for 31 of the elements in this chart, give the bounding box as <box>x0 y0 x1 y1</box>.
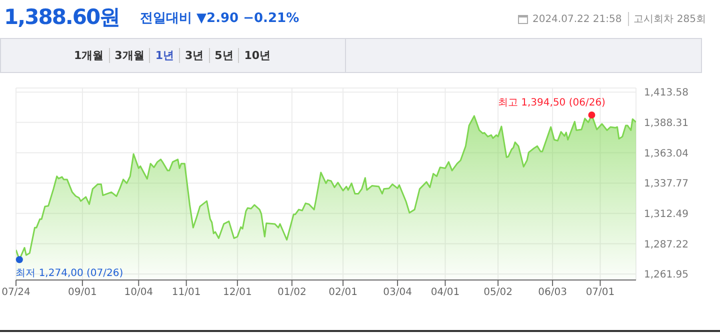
y-tick-label: 1,413.58 <box>644 88 689 99</box>
x-tick-label: 12/01 <box>223 287 252 298</box>
y-tick-label: 1,287.22 <box>644 239 689 250</box>
y-tick-label: 1,388.31 <box>644 118 689 129</box>
x-tick-label: 06/03 <box>538 287 567 298</box>
x-tick-label: 03/04 <box>383 287 412 298</box>
text: 1개월 <box>73 48 105 63</box>
text: 고시회차 285회 <box>628 12 706 26</box>
annotation: 최고 1,394,50 (06/26) <box>498 98 606 108</box>
text: 3년 <box>178 48 209 63</box>
y-tick-label: 1,337.77 <box>644 178 689 190</box>
text: 2024.07.22 21:58 <box>532 14 622 24</box>
x-tick-label: 07/01 <box>586 287 615 298</box>
text: 1년 <box>149 48 179 63</box>
y-tick-label: 1,363.04 <box>644 148 689 160</box>
text: 3개월 <box>108 48 150 63</box>
y-tick-label: 1,312.49 <box>644 208 689 220</box>
x-tick-label: 02/01 <box>328 287 358 298</box>
x-tick-label: 04/01 <box>430 287 460 298</box>
text: 10년 <box>238 48 276 63</box>
x-tick-label: 09/01 <box>68 287 97 298</box>
x-tick-label: 05/02 <box>484 287 512 298</box>
x-tick-label: 11/01 <box>172 287 201 298</box>
text: 5년 <box>208 48 238 63</box>
chart-title: 1,388.60원 <box>4 4 120 31</box>
y-tick-label: 1,261.95 <box>644 270 689 281</box>
x-tick-label: 01/02 <box>278 287 306 298</box>
x-tick-label: 10/04 <box>124 287 154 298</box>
annotation: 최저 1,274,00 (07/26) <box>16 268 124 280</box>
chart-subtitle: 전일대비 ▼2.90 −0.21% <box>140 10 300 27</box>
x-tick-label: 07/24 <box>2 287 30 298</box>
